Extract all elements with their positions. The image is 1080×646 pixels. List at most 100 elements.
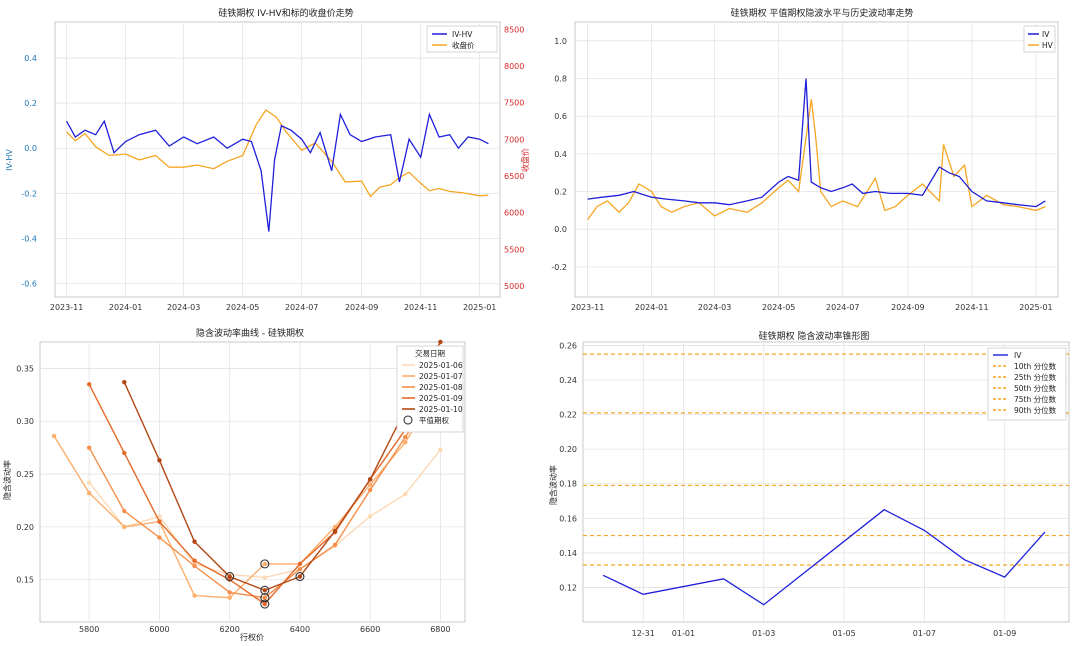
series-line-2025-01-10 [123,341,442,592]
y-axis-label: 隐含波动率 [2,460,12,500]
y-tick-label: 0.8 [554,75,567,84]
series-line-close-price [66,109,489,198]
atm-marker [260,599,270,609]
legend-label: HV [1042,41,1054,50]
data-point [367,514,373,519]
y-tick-label: 0.4 [24,54,37,63]
data-point [157,519,162,524]
legend-label: 2025-01-07 [419,372,463,381]
x-tick-label: 01-03 [752,629,775,638]
legend-title: 交易日期 [415,348,445,358]
data-point [367,477,373,482]
x-tick-label: 01-05 [832,629,855,638]
atm-marker [225,572,235,582]
x-tick-label: 2024-09 [345,303,378,312]
x-tick-label: 2024-05 [226,303,259,312]
x-tick-label: 2024-11 [404,303,437,312]
y-axis-label: 隐含波动率 [548,465,558,505]
data-point [192,593,197,598]
data-point [297,566,303,572]
chart-title: 隐含波动率曲线 - 硅铁期权 [196,327,304,339]
data-point [122,524,127,530]
legend-label: 收盘价 [452,40,475,50]
y-tick-label: 0.12 [559,583,577,592]
y-tick-label: 0.18 [559,480,577,489]
y-tick-label: 0.0 [554,225,567,234]
data-point [367,482,373,487]
x-tick-label: 2025-01 [1019,303,1052,312]
data-point [86,445,92,450]
plot-area [54,21,501,298]
legend-label: 2025-01-08 [419,383,463,392]
data-point [297,574,303,579]
legend-label: 25th 分位数 [1014,372,1057,382]
legend-box [396,345,464,433]
y-tick-label: 0.2 [24,99,37,108]
data-point [122,508,127,514]
plot-area [574,21,1059,298]
x-tick-label: 01-09 [993,629,1016,638]
data-point [86,480,92,485]
y-tick-label: 0.22 [559,411,577,420]
legend-box [1023,25,1056,53]
data-point [51,433,57,439]
legend-label: 2025-01-09 [419,394,463,403]
data-point [262,575,267,580]
y-tick-label: 0.30 [16,417,34,426]
chart-iv-cone: 硅铁期权 隐含波动率锥形图 隐含波动率 12-31 01-01 01-03 01-05… [548,330,1070,638]
chart-title: 硅铁期权 平值期权隐波水平与历史波动率走势 [731,7,914,19]
y-axis-label: IV-HV [5,149,14,171]
y-right-tick-label: 8000 [504,62,524,71]
y-right-tick-label: 7500 [504,99,524,108]
data-point [122,379,127,385]
x-tick-label: 6200 [219,625,239,634]
legend-label: IV [1014,351,1022,360]
y-tick-label: 0.6 [554,112,567,121]
x-tick-label: 2024-03 [167,303,200,312]
legend-label: 平值期权 [419,415,449,425]
x-tick-label: 2024-01 [635,303,668,312]
data-point [403,434,408,440]
data-point [403,440,408,445]
data-point [438,339,443,345]
x-tick-label: 6000 [149,625,169,634]
series-line-2025-01-07 [53,383,441,599]
data-point [262,561,267,567]
y-tick-label: 0.16 [559,514,577,523]
atm-marker [260,593,270,603]
y-tick-label: 0.2 [554,188,567,197]
x-axis-label: 行权价 [240,632,264,642]
y-tick-label: -0.4 [21,234,37,243]
data-point [192,539,197,544]
atm-marker [295,572,305,582]
y-tick-label: 0.4 [554,150,567,159]
data-point [403,491,408,497]
x-tick-label: 2024-05 [762,303,795,312]
chart-title: 硅铁期权 IV-HV和标的收盘价走势 [218,7,353,19]
x-tick-label: 01-07 [913,629,936,638]
data-point [332,524,338,530]
data-point [297,561,303,567]
legend-label: 10th 分位数 [1014,361,1057,371]
data-point [262,588,267,593]
legend-label: 2025-01-10 [419,405,463,414]
chart-title: 硅铁期权 隐含波动率锥形图 [759,330,870,342]
data-point [227,574,232,579]
atm-marker [260,585,270,595]
x-tick-label: 2024-01 [109,303,142,312]
y-tick-label: -0.6 [21,279,37,288]
data-point [227,590,232,595]
legend-label: 50th 分位数 [1014,383,1057,393]
legend-label: IV-HV [452,30,473,39]
x-tick-label: 2024-07 [826,303,859,312]
chart-iv-hv-price: 硅铁期权 IV-HV和标的收盘价走势 IV-HV 收盘价 2023-11 2024… [5,7,530,312]
data-point [332,528,338,534]
data-point [367,487,373,493]
chart-iv-hv-levels: 硅铁期权 平值期权隐波水平与历史波动率走势 2023-11 2024-01 2024… [551,7,1059,312]
data-point [227,595,232,600]
atm-marker [260,559,270,569]
data-point [192,563,197,569]
data-point [86,490,92,496]
data-point [157,458,162,463]
